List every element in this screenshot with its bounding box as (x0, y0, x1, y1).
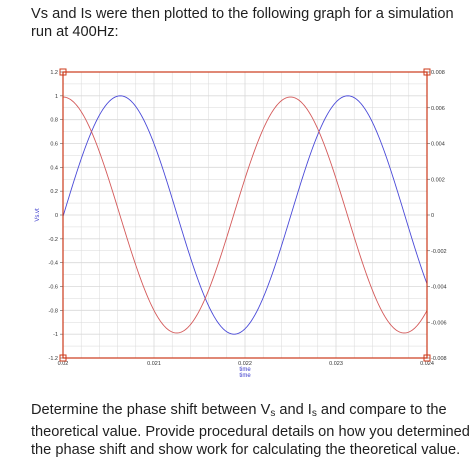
corner-handle (59, 68, 67, 76)
y-left-tick-label: 0 (55, 213, 58, 219)
y-right-tick-label: -0.004 (431, 285, 447, 291)
x-axis-label: time (239, 367, 251, 373)
question-sub-v: s (270, 408, 276, 419)
y-right-tick-label: -0.008 (431, 356, 447, 362)
intro-text: Vs and Is were then plotted to the follo… (31, 6, 454, 40)
y-right-tick-label: 0.006 (431, 106, 445, 112)
corner-handle (59, 354, 67, 362)
y-left-tick-label: -0.6 (49, 285, 58, 291)
corner-handle (423, 68, 431, 76)
question-sub-i: s (311, 408, 317, 419)
tick-labels: 0.02 0.021 0.022 0.023 0.024 1.2 1 0.8 0.6 0.4 0.2… (35, 70, 447, 379)
chart: 0.02 0.021 0.022 0.023 0.024 1.2 1 0.8 0.6 0.4 0.2… (35, 68, 447, 379)
y-right-tick-label: 0 (431, 213, 434, 219)
y-right-tick-label: 0.004 (431, 142, 445, 148)
y-left-tick-label: 0.8 (50, 118, 58, 124)
x-tick-label: 0.021 (147, 361, 161, 367)
series-lines (62, 95, 428, 335)
y-left-tick-label: 0.4 (50, 165, 58, 171)
plot-border (62, 71, 428, 359)
x-tick-label: 0.023 (329, 361, 343, 367)
question-part3: and compare to the theoretical value. Pr… (31, 402, 470, 458)
question-text: Determine the phase shift between Vs and… (31, 401, 471, 459)
y-left-tick-label: 0.2 (50, 189, 58, 195)
y-right-tick-label: -0.002 (431, 249, 447, 255)
y-left-tick-label: 1 (55, 94, 58, 100)
y-right-tick-label: -0.006 (431, 320, 447, 326)
corner-handle (423, 354, 431, 362)
x-tick-label: 0.024 (420, 361, 434, 367)
y-left-tick-label: -1.2 (49, 356, 58, 362)
y-right-tick-label: 0.008 (431, 70, 445, 76)
y-left-tick-label: 0.6 (50, 142, 58, 148)
plot-frame (59, 68, 431, 362)
x-axis-label-2: time (239, 373, 251, 379)
x-tick-label: 0.02 (58, 361, 69, 367)
y-axis-label-left: Vs.vt (35, 208, 41, 222)
series-vs-line (62, 95, 428, 335)
grid (62, 71, 428, 359)
y-left-tick-label: 1.2 (50, 70, 58, 76)
y-left-tick-label: -0.8 (49, 308, 58, 314)
question-part2: and I (275, 402, 312, 418)
y-left-tick-label: -1 (53, 332, 58, 338)
y-left-tick-label: -0.4 (49, 261, 58, 267)
x-tick-label: 0.022 (238, 361, 252, 367)
y-right-tick-label: 0.002 (431, 177, 445, 183)
series-is-line (62, 96, 428, 334)
question-part1: Determine the phase shift between V (31, 402, 271, 418)
y-left-tick-label: -0.2 (49, 237, 58, 243)
chart-panel: 0.02 0.021 0.022 0.023 0.024 1.2 1 0.8 0.6 0.4 0.2… (31, 62, 450, 384)
